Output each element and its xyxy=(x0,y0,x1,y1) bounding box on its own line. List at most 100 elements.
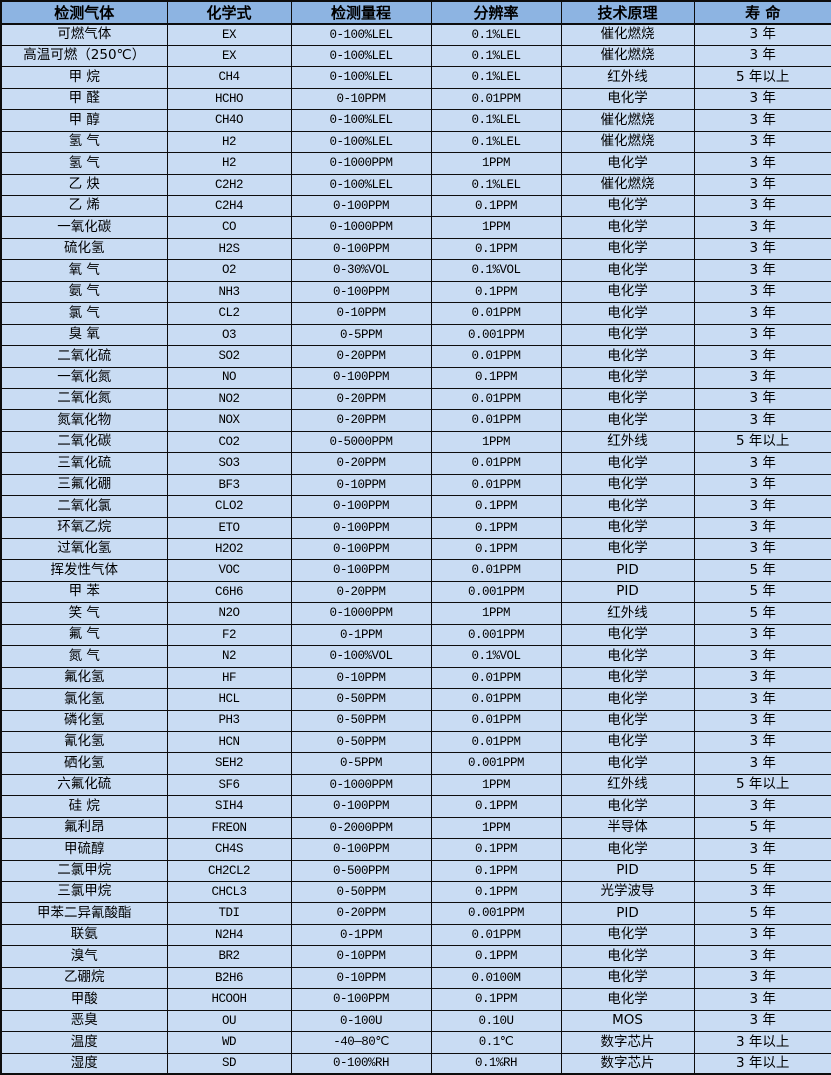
range-cell: 0-100%LEL xyxy=(290,109,432,132)
gas-name-cell: 一氧化氮 xyxy=(0,366,168,389)
principle-cell: 电化学 xyxy=(560,988,695,1011)
formula-cell: EX xyxy=(166,44,292,68)
resolution-cell: 0.1%LEL xyxy=(430,130,562,154)
formula-cell: OU xyxy=(166,1009,292,1033)
resolution-cell: 0.1%LEL xyxy=(430,109,562,132)
gas-name-cell: 二氧化氯 xyxy=(0,495,168,518)
lifespan-cell: 3 年 xyxy=(693,645,831,668)
principle-cell: 催化燃烧 xyxy=(560,23,695,46)
gas-name-cell: 氧 气 xyxy=(0,259,168,282)
range-cell: 0-100PPM xyxy=(290,495,432,518)
principle-cell: 电化学 xyxy=(560,923,695,947)
range-cell: 0-100PPM xyxy=(290,795,432,818)
principle-cell: 电化学 xyxy=(560,795,695,818)
table-row: 氢 气 H2 0-100%LEL 0.1%LEL 催化燃烧 3 年 xyxy=(0,130,831,154)
table-row: 硒化氢 SEH2 0-5PPM 0.001PPM 电化学 3 年 xyxy=(0,752,831,775)
lifespan-cell: 3 年 xyxy=(693,237,831,261)
table-row: 溴气 BR2 0-10PPM 0.1PPM 电化学 3 年 xyxy=(0,945,831,968)
resolution-cell: 0.01PPM xyxy=(430,409,562,432)
gas-name-cell: 氟 气 xyxy=(0,623,168,647)
lifespan-cell: 3 年 xyxy=(693,730,831,754)
lifespan-cell: 3 年 xyxy=(693,173,831,197)
range-cell: 0-1000PPM xyxy=(290,773,432,797)
range-cell: 0-500PPM xyxy=(290,859,432,883)
resolution-cell: 0.1%LEL xyxy=(430,44,562,68)
resolution-cell: 0.1PPM xyxy=(430,280,562,304)
column-header-resolution-cell: 分辨率 xyxy=(430,0,562,25)
lifespan-cell: 3 年 xyxy=(693,838,831,861)
formula-cell: SEH2 xyxy=(166,752,292,775)
formula-cell: WD xyxy=(166,1031,292,1054)
table-row: 臭 氧 O3 0-5PPM 0.001PPM 电化学 3 年 xyxy=(0,323,831,347)
resolution-cell: 0.01PPM xyxy=(430,666,562,690)
formula-cell: CL2 xyxy=(166,302,292,325)
lifespan-cell: 3 年 xyxy=(693,945,831,968)
principle-cell: 电化学 xyxy=(560,537,695,561)
gas-name-cell: 环氧乙烷 xyxy=(0,516,168,540)
range-cell: 0-10PPM xyxy=(290,945,432,968)
gas-name-cell: 硒化氢 xyxy=(0,752,168,775)
table-row: 甲苯二异氰酸酯 TDI 0-20PPM 0.001PPM PID 5 年 xyxy=(0,902,831,925)
table-row: 氧 气 O2 0-30%VOL 0.1%VOL 电化学 3 年 xyxy=(0,259,831,282)
resolution-cell: 0.001PPM xyxy=(430,752,562,775)
principle-cell: 红外线 xyxy=(560,602,695,625)
gas-name-cell: 高温可燃（250℃） xyxy=(0,44,168,68)
gas-name-cell: 甲酸 xyxy=(0,988,168,1011)
range-cell: 0-20PPM xyxy=(290,387,432,411)
principle-cell: 电化学 xyxy=(560,452,695,475)
principle-cell: 电化学 xyxy=(560,409,695,432)
principle-cell: 红外线 xyxy=(560,430,695,454)
gas-name-cell: 甲 醇 xyxy=(0,109,168,132)
lifespan-cell: 3 年 xyxy=(693,259,831,282)
resolution-cell: 1PPM xyxy=(430,602,562,625)
table-row: 联氨 N2H4 0-1PPM 0.01PPM 电化学 3 年 xyxy=(0,923,831,947)
gas-name-cell: 湿度 xyxy=(0,1052,168,1075)
resolution-cell: 1PPM xyxy=(430,430,562,454)
range-cell: 0-50PPM xyxy=(290,880,432,904)
principle-cell: 电化学 xyxy=(560,473,695,497)
lifespan-cell: 3 年 xyxy=(693,688,831,711)
range-cell: 0-100PPM xyxy=(290,237,432,261)
principle-cell: 电化学 xyxy=(560,730,695,754)
resolution-cell: 0.01PPM xyxy=(430,559,562,582)
resolution-cell: 0.1%VOL xyxy=(430,259,562,282)
table-row: 氟 气 F2 0-1PPM 0.001PPM 电化学 3 年 xyxy=(0,623,831,647)
principle-cell: 电化学 xyxy=(560,216,695,239)
lifespan-cell: 5 年以上 xyxy=(693,773,831,797)
principle-cell: 数字芯片 xyxy=(560,1052,695,1075)
table-row: 一氧化氮 NO 0-100PPM 0.1PPM 电化学 3 年 xyxy=(0,366,831,389)
lifespan-cell: 3 年 xyxy=(693,452,831,475)
gas-name-cell: 二氯甲烷 xyxy=(0,859,168,883)
principle-cell: 数字芯片 xyxy=(560,1031,695,1054)
principle-cell: 电化学 xyxy=(560,688,695,711)
column-header-range-cell: 检测量程 xyxy=(290,0,432,25)
lifespan-cell: 3 年 xyxy=(693,795,831,818)
table-row: 三氧化硫 SO3 0-20PPM 0.01PPM 电化学 3 年 xyxy=(0,452,831,475)
lifespan-cell: 5 年 xyxy=(693,602,831,625)
gas-name-cell: 温度 xyxy=(0,1031,168,1054)
formula-cell: SO2 xyxy=(166,345,292,368)
range-cell: 0-100PPM xyxy=(290,280,432,304)
gas-name-cell: 磷化氢 xyxy=(0,709,168,732)
table-row: 氢 气 H2 0-1000PPM 1PPM 电化学 3 年 xyxy=(0,152,831,175)
lifespan-cell: 3 年 xyxy=(693,709,831,732)
lifespan-cell: 3 年 xyxy=(693,495,831,518)
lifespan-cell: 3 年 xyxy=(693,880,831,904)
table-body: 可燃气体 EX 0-100%LEL 0.1%LEL 催化燃烧 3 年高温可燃（250℃） E… xyxy=(0,23,831,1075)
gas-name-cell: 二氧化硫 xyxy=(0,345,168,368)
formula-cell: NO2 xyxy=(166,387,292,411)
formula-cell: HCOOH xyxy=(166,988,292,1011)
lifespan-cell: 5 年 xyxy=(693,580,831,604)
range-cell: 0-5000PPM xyxy=(290,430,432,454)
formula-cell: SIH4 xyxy=(166,795,292,818)
range-cell: 0-100PPM xyxy=(290,194,432,218)
gas-name-cell: 六氟化硫 xyxy=(0,773,168,797)
table-row: 三氟化硼 BF3 0-10PPM 0.01PPM 电化学 3 年 xyxy=(0,473,831,497)
principle-cell: PID xyxy=(560,859,695,883)
lifespan-cell: 3 年 xyxy=(693,966,831,990)
resolution-cell: 0.1℃ xyxy=(430,1031,562,1054)
gas-name-cell: 臭 氧 xyxy=(0,323,168,347)
resolution-cell: 0.01PPM xyxy=(430,730,562,754)
range-cell: 0-100%LEL xyxy=(290,44,432,68)
gas-name-cell: 甲 烷 xyxy=(0,66,168,89)
